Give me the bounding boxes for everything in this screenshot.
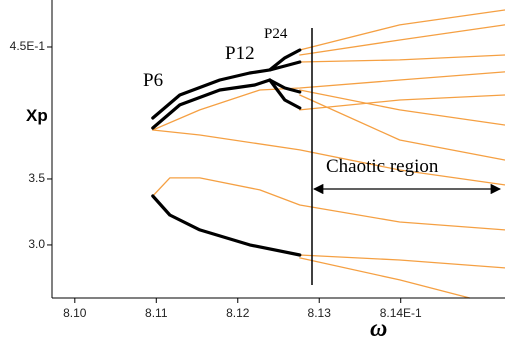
x-tick-label: 8.12: [226, 306, 250, 320]
x-tick-label: 8.10: [63, 306, 87, 320]
branch-line: [299, 254, 505, 269]
x-tick-label: 8.13: [308, 306, 332, 320]
branch-line: [152, 129, 505, 186]
y-tick-label: 4.5E-1: [10, 39, 46, 53]
x-tick-label: 8.11: [145, 306, 168, 320]
branch-line: [152, 177, 505, 231]
annotation: P12: [225, 43, 255, 64]
branch-line: [299, 94, 505, 111]
y-tick-label: 3.5: [28, 171, 45, 185]
y-tick-label: 3.0: [28, 237, 45, 251]
x-axis-label: ω: [370, 316, 387, 342]
branch-line: [268, 60, 302, 72]
branch-line: [299, 89, 505, 126]
annotation: P24: [264, 26, 288, 42]
branch-line: [151, 48, 302, 120]
branch-line: [299, 54, 505, 63]
branch-line: [268, 78, 302, 110]
branch-line: [151, 194, 302, 257]
branch-line: [299, 257, 471, 299]
branch-line: [299, 9, 505, 51]
branch-line: [299, 24, 505, 56]
branch-line: [152, 71, 505, 131]
x-tick-label: 8.14E-1: [380, 306, 422, 320]
y-axis-label: Xp: [26, 106, 48, 125]
branch-line: [299, 94, 505, 161]
annotation: Chaotic region: [326, 156, 439, 177]
branch-line: [151, 78, 302, 130]
plot-area: [151, 9, 505, 299]
annotation: P6: [143, 70, 163, 91]
